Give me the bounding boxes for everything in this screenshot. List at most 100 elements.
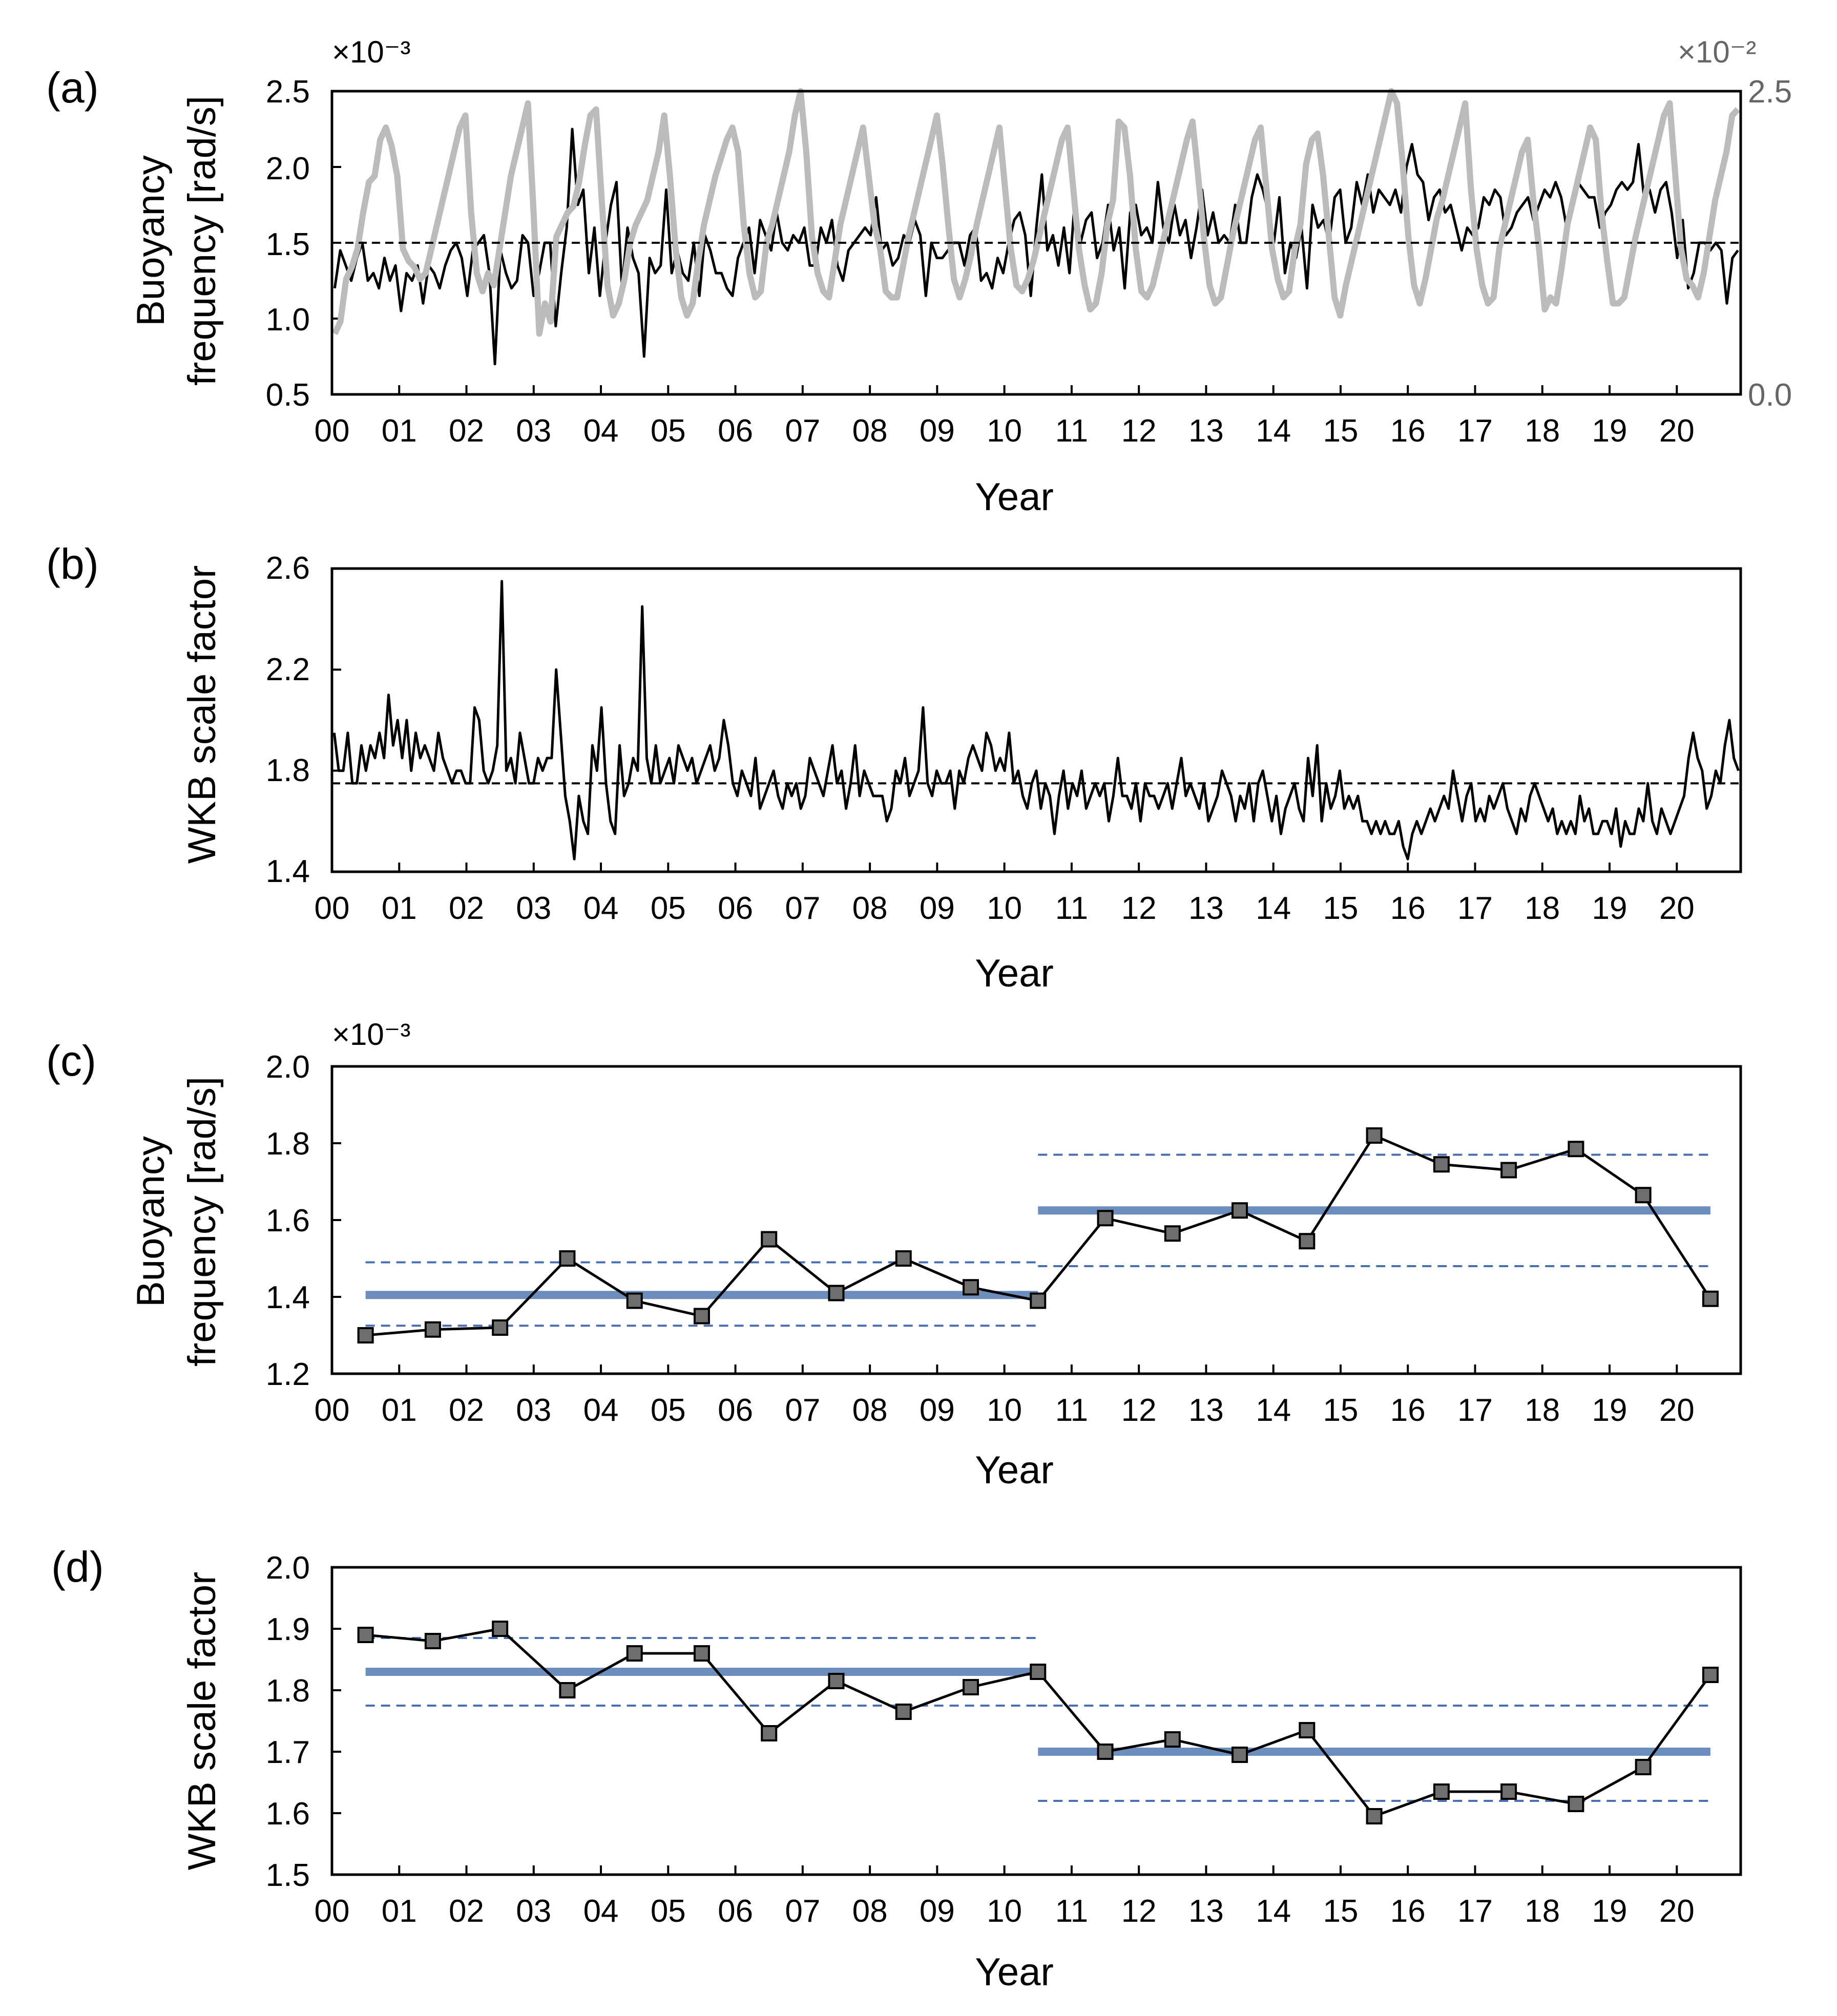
x-tick-label: 15 (1323, 891, 1358, 926)
y-axis-label-line1: Buoyancy (129, 155, 173, 326)
annual-marker (492, 1319, 509, 1336)
x-tick-label: 17 (1457, 1393, 1493, 1428)
x-tick-label: 12 (1121, 1393, 1157, 1428)
y-tick-label: 1.2 (266, 1357, 310, 1392)
x-tick-label: 01 (382, 1393, 417, 1428)
x-tick-label: 01 (382, 1894, 417, 1929)
x-tick-label: 08 (852, 1894, 888, 1929)
x-tick-label: 06 (718, 891, 753, 926)
y-ticks-left: 0.5 1.0 1.5 2.0 2.5 (266, 74, 310, 413)
right-tick-label: 0.0 (1748, 377, 1792, 413)
x-tick-label: 16 (1390, 1894, 1426, 1929)
x-tick-labels: 00 01 02 03 04 05 06 07 08 09 10 11 12 13 14 15 16 17 18 19… (315, 1393, 1695, 1428)
x-tick-label: 20 (1659, 891, 1695, 926)
x-tick-label: 18 (1525, 1894, 1560, 1929)
x-tick-label: 14 (1256, 891, 1291, 926)
y-tick-label: 1.9 (266, 1612, 310, 1647)
y-tick-label: 1.5 (266, 1858, 310, 1893)
x-tick-label: 00 (315, 891, 350, 926)
x-tick-label: 07 (785, 1894, 820, 1929)
y-tick-label: 1.7 (266, 1735, 310, 1770)
x-tick-label: 03 (516, 413, 551, 449)
x-tick-labels: 00 01 02 03 04 05 06 07 08 09 10 11 12 13 14 15 16 17 18 19… (315, 1894, 1695, 1929)
panel-label: (b) (46, 540, 99, 588)
y-axis-label-line2: frequency [rad/s] (180, 1077, 224, 1367)
x-axis-label: Year (975, 475, 1054, 519)
annual-marker (1500, 1783, 1517, 1800)
x-tick-label: 06 (718, 1393, 753, 1428)
annual-marker (424, 1633, 441, 1649)
x-tick-label: 18 (1525, 891, 1560, 926)
x-tick-label: 06 (718, 1894, 753, 1929)
x-tick-label: 11 (1055, 1894, 1088, 1929)
plot-frame (330, 567, 1742, 873)
x-tick-label: 06 (718, 413, 753, 449)
y-axis-label-line1: Buoyancy (129, 1136, 173, 1307)
right-tick-label: 2.5 (1748, 74, 1792, 110)
annual-marker (693, 1645, 710, 1662)
y-tick-label: 1.0 (266, 302, 310, 338)
x-tick-label: 07 (785, 891, 820, 926)
annual-marker (828, 1673, 845, 1689)
x-tick-label: 04 (583, 891, 619, 926)
x-tick-label: 09 (920, 1894, 955, 1929)
x-tick-label: 18 (1525, 413, 1560, 449)
annual-marker (1433, 1783, 1450, 1800)
data-series-line (332, 580, 1740, 860)
annual-marker (1231, 1747, 1248, 1763)
plot-area (330, 1065, 1742, 1375)
right-axis-exponent: ×10⁻² (1678, 35, 1756, 69)
x-tick-label: 04 (583, 1393, 619, 1428)
annual-marker (1030, 1292, 1047, 1309)
plot-frame (330, 1065, 1742, 1375)
annual-marker (895, 1704, 912, 1720)
x-tick-label: 19 (1592, 891, 1627, 926)
x-tick-label: 13 (1188, 891, 1224, 926)
x-tick-label: 09 (920, 413, 955, 449)
x-tick-label: 08 (852, 413, 888, 449)
panel-b: (b) WKB scale factor 1.4 1.8 2.2 2.6 00 0… (46, 540, 1742, 995)
annual-marker (357, 1627, 374, 1643)
seasonal-series-line (332, 88, 1740, 337)
annual-marker (963, 1679, 979, 1695)
y-tick-label: 2.0 (266, 1049, 310, 1085)
x-tick-label: 14 (1256, 1393, 1291, 1428)
annual-marker (1635, 1187, 1652, 1204)
x-tick-label: 01 (382, 891, 417, 926)
annual-marker (1635, 1759, 1652, 1775)
x-tick-label: 08 (852, 1393, 888, 1428)
annual-marker (963, 1279, 979, 1296)
x-axis-label: Year (975, 1950, 1054, 1994)
x-tick-label: 19 (1592, 1393, 1627, 1428)
y-ticks-right: 0.0 2.5 (1748, 74, 1792, 413)
x-tick-label: 04 (583, 413, 619, 449)
x-tick-label: 10 (987, 1393, 1022, 1428)
x-axis-label: Year (975, 952, 1054, 995)
y-tick-label: 0.5 (266, 377, 310, 413)
y-ticks-left: 1.2 1.4 1.6 1.8 2.0 (266, 1049, 310, 1392)
x-tick-label: 02 (449, 1894, 484, 1929)
annual-marker (895, 1250, 912, 1267)
x-tick-label: 05 (651, 891, 686, 926)
annual-marker (626, 1292, 643, 1309)
x-tick-label: 15 (1323, 1894, 1358, 1929)
y-tick-label: 1.4 (266, 1280, 310, 1315)
x-tick-label: 03 (516, 1894, 551, 1929)
x-tick-label: 18 (1525, 1393, 1560, 1428)
x-tick-label: 09 (920, 1393, 955, 1428)
x-tick-label: 14 (1256, 413, 1291, 449)
x-tick-label: 01 (382, 413, 417, 449)
y-tick-label: 2.0 (266, 151, 310, 186)
y-tick-label: 2.6 (266, 551, 310, 586)
x-tick-label: 20 (1659, 1894, 1695, 1929)
y-tick-label: 2.0 (266, 1550, 310, 1586)
x-tick-label: 19 (1592, 1894, 1627, 1929)
panel-label: (a) (46, 64, 99, 112)
annual-marker (1366, 1127, 1383, 1144)
plot-area (330, 1566, 1742, 1876)
x-tick-label: 05 (651, 1894, 686, 1929)
x-tick-label: 20 (1659, 413, 1695, 449)
x-tick-label: 09 (920, 891, 955, 926)
annual-marker (1702, 1290, 1719, 1307)
